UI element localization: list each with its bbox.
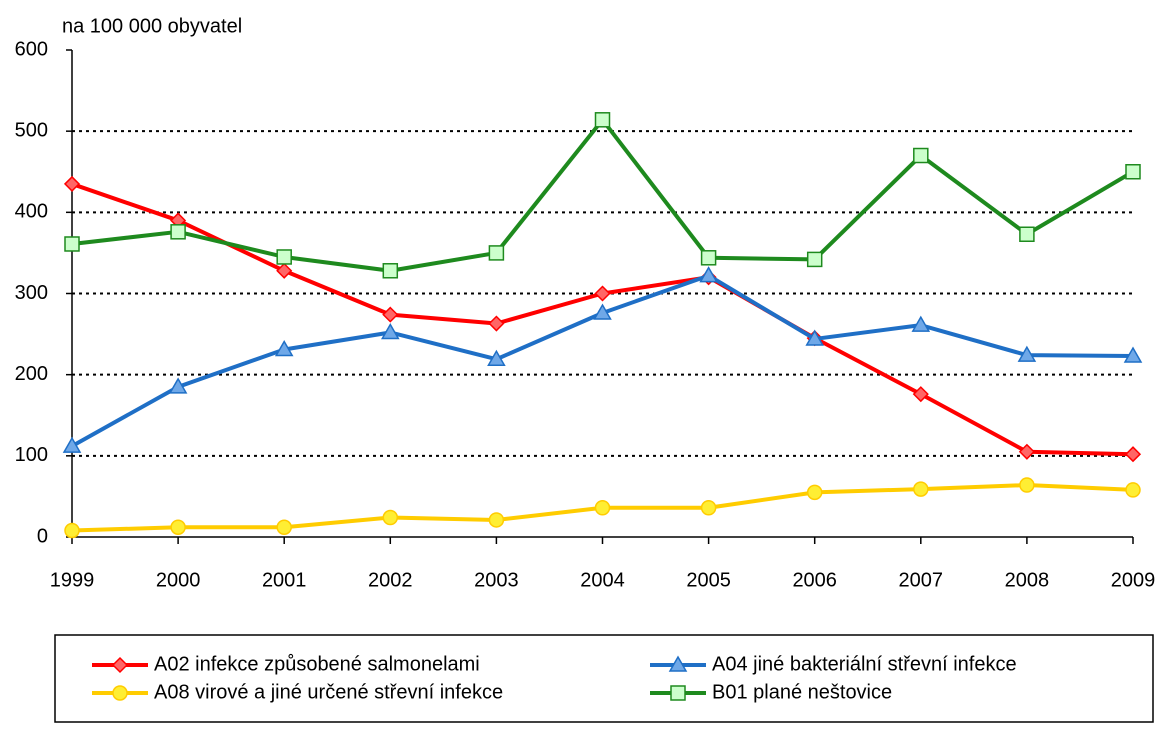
marker xyxy=(593,303,612,320)
marker xyxy=(488,512,505,528)
marker xyxy=(276,262,293,279)
marker xyxy=(382,263,399,279)
y-tick-label: 0 xyxy=(37,525,48,547)
marker xyxy=(276,519,292,536)
marker xyxy=(911,315,931,332)
marker xyxy=(170,224,186,240)
marker xyxy=(1019,477,1035,493)
x-tick-label: 2008 xyxy=(1005,569,1050,591)
y-tick-label: 300 xyxy=(15,282,48,304)
y-axis-label: na 100 000 obyvatel xyxy=(62,15,242,37)
marker xyxy=(112,685,128,701)
marker xyxy=(805,329,824,346)
marker xyxy=(1017,345,1037,362)
x-tick-label: 2004 xyxy=(580,569,625,591)
y-tick-label: 400 xyxy=(15,201,48,223)
marker xyxy=(699,266,718,283)
marker xyxy=(1018,443,1035,460)
marker xyxy=(594,112,611,128)
marker xyxy=(806,251,823,268)
marker xyxy=(62,436,82,453)
marker xyxy=(381,322,400,340)
marker xyxy=(170,519,186,536)
legend-label: B01 plané neštovice xyxy=(712,681,892,703)
marker xyxy=(668,655,688,672)
x-tick-label: 2002 xyxy=(368,569,413,591)
marker xyxy=(276,249,292,265)
legend-box xyxy=(54,634,1154,723)
marker xyxy=(594,285,611,302)
legend-label: A04 jiné bakteriální střevní infekce xyxy=(712,653,1017,675)
y-tick-label: 200 xyxy=(15,363,48,385)
marker xyxy=(63,175,81,192)
y-tick-label: 100 xyxy=(15,444,48,466)
marker xyxy=(382,306,399,323)
legend-label: A08 virové a jiné určené střevní infekce xyxy=(154,681,503,703)
marker xyxy=(700,500,717,516)
marker xyxy=(64,522,80,539)
marker xyxy=(1123,346,1143,363)
marker xyxy=(1125,482,1141,498)
y-tick-label: 500 xyxy=(15,119,48,141)
marker xyxy=(111,656,129,674)
marker xyxy=(168,377,188,394)
y-tick-label: 600 xyxy=(15,38,48,60)
marker xyxy=(488,245,505,261)
marker xyxy=(1125,164,1141,180)
marker xyxy=(1124,446,1142,463)
x-tick-label: 2001 xyxy=(262,569,307,591)
x-tick-label: 1999 xyxy=(50,569,95,591)
marker xyxy=(670,685,686,701)
marker xyxy=(806,484,823,501)
x-tick-label: 2003 xyxy=(474,569,519,591)
x-tick-label: 2005 xyxy=(686,569,731,591)
x-tick-label: 2009 xyxy=(1111,569,1156,591)
marker xyxy=(64,236,80,252)
marker xyxy=(487,349,506,366)
marker xyxy=(913,147,929,164)
legend-label: A02 infekce způsobené salmonelami xyxy=(154,653,480,675)
marker xyxy=(1019,226,1035,242)
marker xyxy=(700,250,717,266)
marker xyxy=(913,481,929,497)
x-tick-label: 2006 xyxy=(792,569,837,591)
marker xyxy=(488,315,505,332)
x-tick-label: 2007 xyxy=(899,569,944,591)
marker xyxy=(274,339,294,357)
x-tick-label: 2000 xyxy=(156,569,201,591)
line xyxy=(71,117,1135,273)
marker xyxy=(912,386,929,403)
marker xyxy=(382,509,399,526)
marker xyxy=(594,500,611,516)
